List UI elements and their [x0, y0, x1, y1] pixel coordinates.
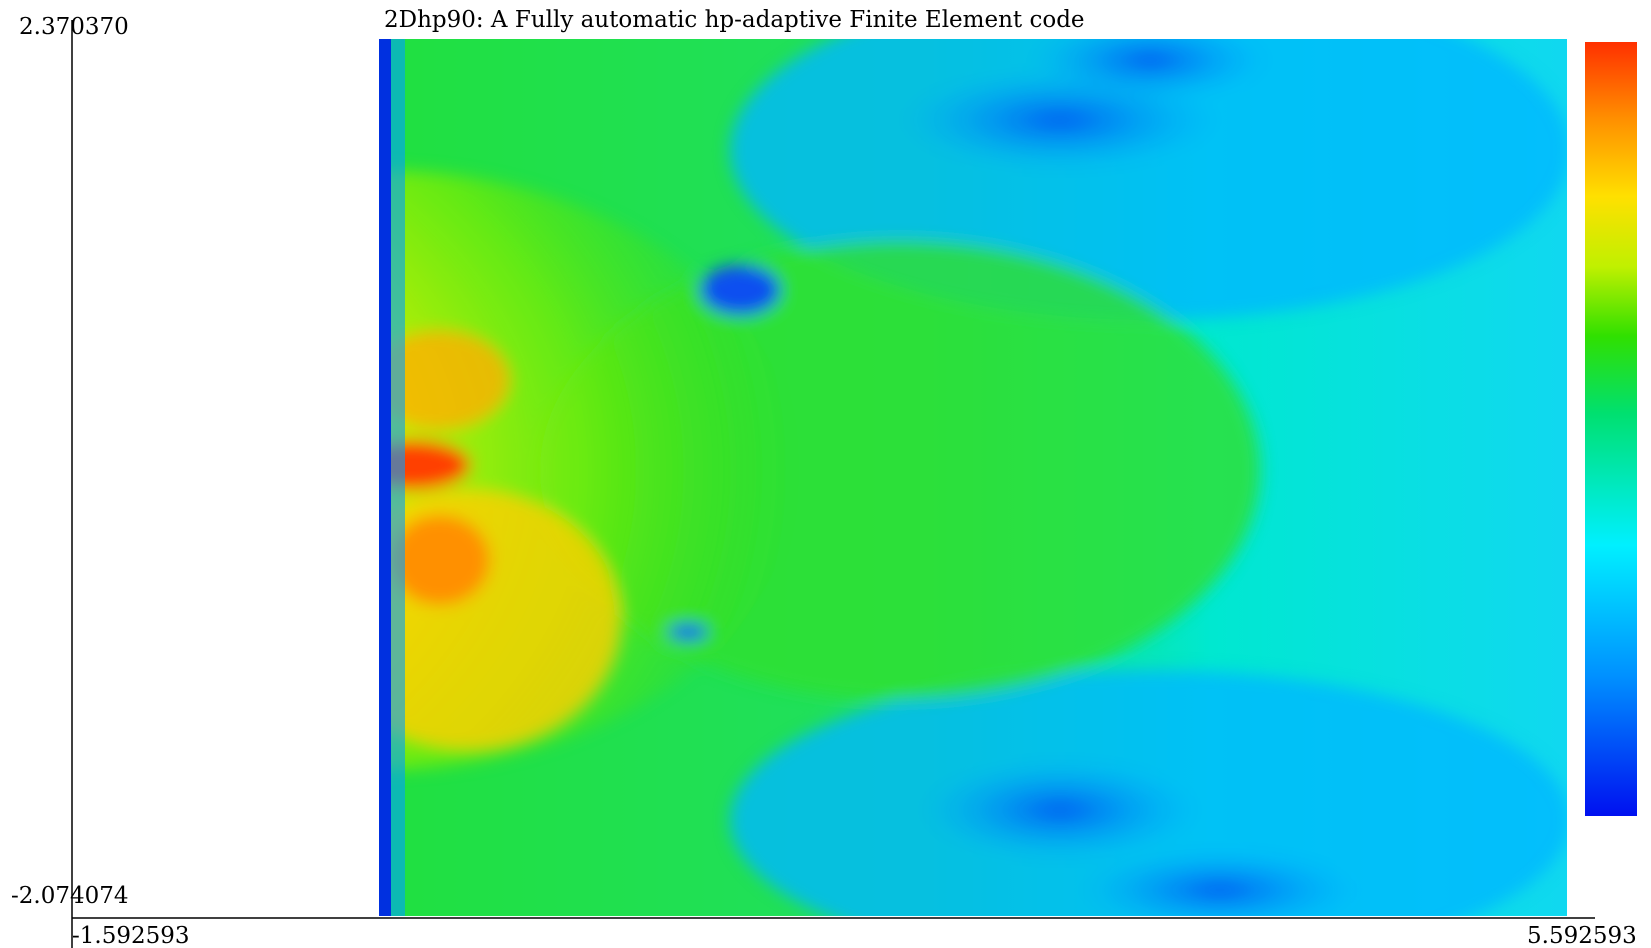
x-min-label: -1.592593	[72, 923, 190, 948]
title: 2Dhp90: A Fully automatic hp-adaptive Fi…	[384, 7, 1085, 33]
contour-field	[0, 0, 1570, 948]
color-bar	[1585, 42, 1637, 816]
screen: 2Dhp90: A Fully automatic hp-adaptive Fi…	[0, 0, 1651, 948]
x-max-label: 5.592593	[1527, 923, 1637, 948]
y-min-label: -2.074074	[11, 883, 129, 909]
y-max-label: 2.370370	[19, 14, 129, 40]
page: 2Dhp90: A Fully automatic hp-adaptive Fi…	[0, 0, 1651, 948]
